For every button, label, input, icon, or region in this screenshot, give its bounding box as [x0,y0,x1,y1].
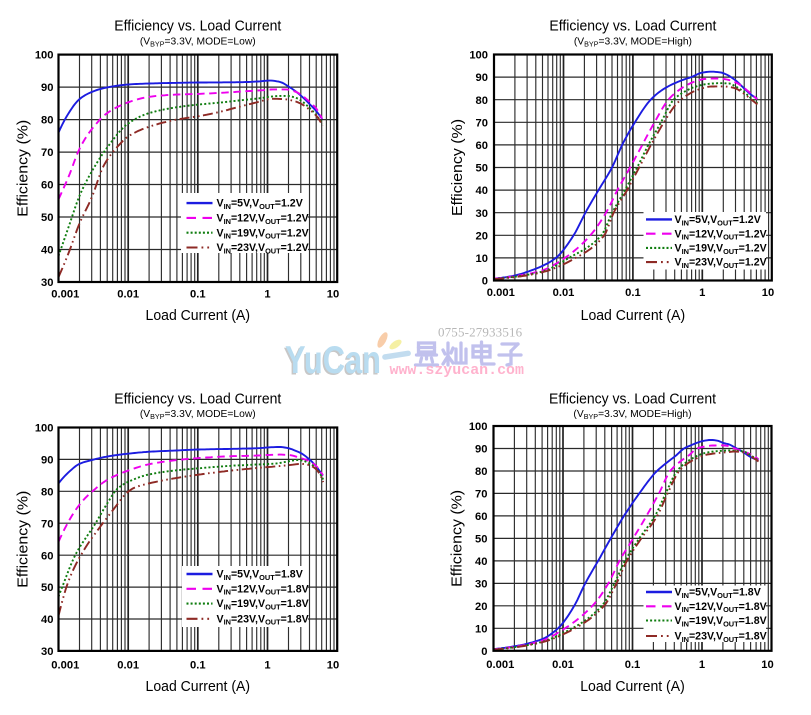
svg-text:(VBYP=3.3V, MODE=High): (VBYP=3.3V, MODE=High) [574,36,692,48]
svg-text:0.01: 0.01 [552,659,574,671]
svg-text:60: 60 [475,511,487,523]
svg-text:VIN=19V,VOUT=1.2V: VIN=19V,VOUT=1.2V [217,227,309,240]
svg-text:www.szyucan.com: www.szyucan.com [390,363,525,379]
svg-text:0.01: 0.01 [553,287,575,299]
svg-text:1: 1 [699,287,705,299]
svg-text:0.001: 0.001 [486,659,514,671]
svg-text:80: 80 [475,466,487,478]
svg-text:Efficiency (%): Efficiency (%) [16,120,32,217]
svg-text:70: 70 [475,489,487,501]
svg-text:Efficiency vs. Load Current: Efficiency vs. Load Current [549,19,716,35]
svg-text:(VBYP=3.3V, MODE=Low): (VBYP=3.3V, MODE=Low) [140,36,256,48]
svg-text:Efficiency vs. Load Current: Efficiency vs. Load Current [114,19,281,35]
svg-text:70: 70 [41,147,53,159]
svg-text:(VBYP=3.3V, MODE=Low): (VBYP=3.3V, MODE=Low) [140,409,256,421]
svg-text:100: 100 [35,423,54,435]
svg-text:Efficiency vs. Load Current: Efficiency vs. Load Current [549,391,716,407]
svg-text:50: 50 [475,534,487,546]
svg-text:VIN=12V,VOUT=1.8V: VIN=12V,VOUT=1.8V [675,601,767,614]
svg-text:Efficiency vs. Load Current: Efficiency vs. Load Current [114,391,281,407]
svg-text:(VBYP=3.3V, MODE=High): (VBYP=3.3V, MODE=High) [573,409,691,421]
svg-text:0.1: 0.1 [625,287,641,299]
svg-text:1: 1 [264,659,270,671]
svg-text:30: 30 [41,646,53,658]
svg-text:30: 30 [41,277,53,289]
svg-text:100: 100 [469,421,488,433]
svg-text:10: 10 [761,659,773,671]
svg-text:Load Current (A): Load Current (A) [580,679,685,695]
svg-text:VIN=5V,VOUT=1.2V: VIN=5V,VOUT=1.2V [217,198,303,211]
svg-text:10: 10 [476,253,488,265]
svg-text:30: 30 [476,208,488,220]
svg-text:VIN=23V,VOUT=1.8V: VIN=23V,VOUT=1.8V [675,631,767,644]
svg-text:40: 40 [475,556,487,568]
svg-text:70: 70 [41,518,53,530]
svg-text:YuCan: YuCan [284,341,380,384]
svg-text:60: 60 [41,180,53,192]
svg-text:0.001: 0.001 [51,659,79,671]
svg-text:80: 80 [476,95,488,107]
svg-text:90: 90 [41,455,53,467]
svg-text:VIN=12V,VOUT=1.2V: VIN=12V,VOUT=1.2V [217,213,309,226]
svg-text:20: 20 [475,601,487,613]
svg-text:40: 40 [476,185,488,197]
svg-text:0.001: 0.001 [51,289,79,301]
svg-text:VIN=5V,VOUT=1.2V: VIN=5V,VOUT=1.2V [675,214,761,227]
svg-text:50: 50 [41,212,53,224]
svg-text:90: 90 [476,72,488,84]
svg-text:0.1: 0.1 [190,659,206,671]
svg-text:40: 40 [41,245,53,257]
svg-text:VIN=23V,VOUT=1.2V: VIN=23V,VOUT=1.2V [217,242,309,255]
svg-text:Load Current (A): Load Current (A) [581,308,686,324]
svg-text:1: 1 [699,659,705,671]
svg-text:100: 100 [469,50,488,62]
svg-text:Load Current (A): Load Current (A) [146,679,251,695]
svg-text:50: 50 [41,582,53,594]
svg-text:90: 90 [41,82,53,94]
svg-text:10: 10 [762,287,774,299]
svg-text:VIN=19V,VOUT=1.8V: VIN=19V,VOUT=1.8V [217,598,309,611]
svg-text:Efficiency (%): Efficiency (%) [16,491,32,588]
svg-text:20: 20 [476,230,488,242]
svg-text:0.01: 0.01 [117,289,139,301]
svg-text:VIN=19V,VOUT=1.8V: VIN=19V,VOUT=1.8V [675,615,767,628]
svg-text:30: 30 [475,579,487,591]
svg-text:0: 0 [482,276,488,288]
svg-text:0: 0 [481,646,487,658]
svg-text:Efficiency (%): Efficiency (%) [450,490,466,587]
svg-text:0.1: 0.1 [625,659,641,671]
svg-text:70: 70 [476,117,488,129]
svg-text:0.1: 0.1 [190,289,206,301]
svg-text:10: 10 [475,623,487,635]
svg-text:VIN=12V,VOUT=1.8V: VIN=12V,VOUT=1.8V [217,583,309,596]
svg-text:80: 80 [41,115,53,127]
svg-text:0.01: 0.01 [117,659,139,671]
svg-text:Load Current (A): Load Current (A) [146,308,251,324]
svg-text:VIN=5V,VOUT=1.8V: VIN=5V,VOUT=1.8V [217,569,303,582]
svg-text:80: 80 [41,486,53,498]
svg-text:10: 10 [327,289,339,301]
svg-text:VIN=12V,VOUT=1.2V: VIN=12V,VOUT=1.2V [675,228,767,241]
svg-text:60: 60 [476,140,488,152]
svg-text:0755-27933516: 0755-27933516 [438,325,523,340]
svg-text:1: 1 [264,289,270,301]
svg-text:VIN=19V,VOUT=1.2V: VIN=19V,VOUT=1.2V [675,243,767,256]
svg-text:100: 100 [35,50,54,62]
svg-text:0.001: 0.001 [487,287,515,299]
svg-text:VIN=5V,VOUT=1.8V: VIN=5V,VOUT=1.8V [675,587,761,600]
svg-text:50: 50 [476,163,488,175]
svg-text:YuCan: YuCan [285,339,381,382]
svg-text:VIN=23V,VOUT=1.8V: VIN=23V,VOUT=1.8V [217,613,309,626]
svg-text:Efficiency (%): Efficiency (%) [450,119,466,216]
svg-text:VIN=23V,VOUT=1.2V: VIN=23V,VOUT=1.2V [675,257,767,270]
svg-text:60: 60 [41,550,53,562]
svg-text:90: 90 [475,444,487,456]
svg-text:40: 40 [41,614,53,626]
svg-text:10: 10 [327,659,339,671]
